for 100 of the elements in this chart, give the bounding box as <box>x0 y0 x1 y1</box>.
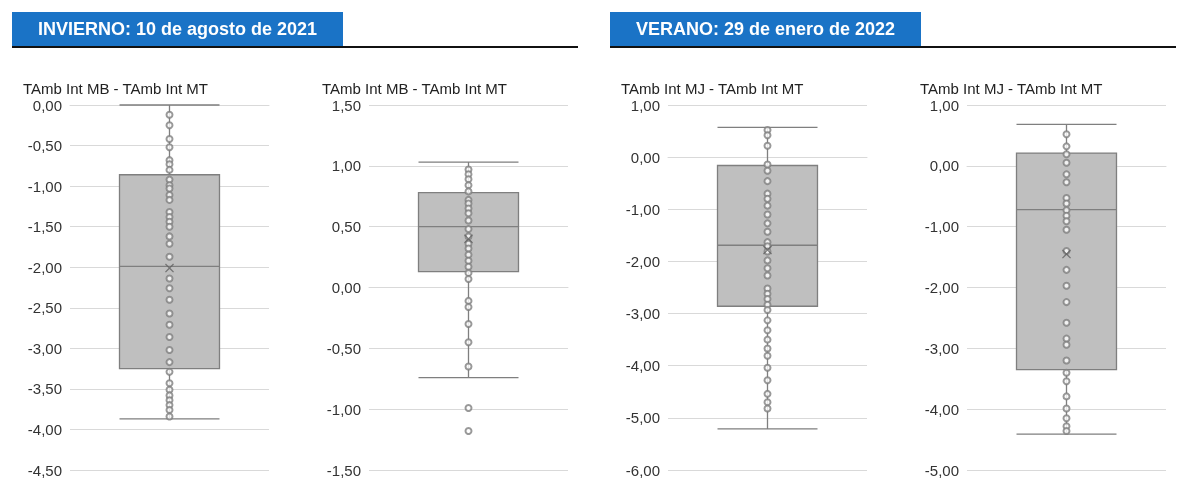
point <box>1062 150 1071 159</box>
point <box>1062 178 1071 187</box>
point <box>763 344 772 353</box>
point <box>165 195 174 204</box>
point <box>1062 368 1071 377</box>
point <box>763 404 772 413</box>
point <box>763 166 772 175</box>
point <box>1062 414 1071 423</box>
point <box>1062 281 1071 290</box>
point <box>763 141 772 150</box>
point <box>165 232 174 241</box>
point <box>165 379 174 388</box>
y-tick-label: -5,00 <box>625 409 660 427</box>
point <box>1062 356 1071 365</box>
chart-title: TAmb Int MJ - TAmb Int MT <box>920 80 1103 97</box>
y-tick-label: -3,00 <box>27 339 62 357</box>
point <box>165 222 174 231</box>
y-tick-label: -1,50 <box>27 218 62 236</box>
y-tick-label: -1,50 <box>326 461 361 479</box>
chart-title: TAmb Int MJ - TAmb Int MT <box>621 80 804 97</box>
text: VERANO: 29 de enero de 2022 <box>610 12 922 46</box>
point <box>165 412 174 421</box>
point <box>1062 377 1071 386</box>
point <box>165 121 174 130</box>
point <box>1062 158 1071 167</box>
point <box>464 225 473 234</box>
y-tick-label: 1,00 <box>331 157 361 175</box>
text: INVIERNO: 10 de agosto de 2021 <box>12 12 344 46</box>
point <box>763 264 772 273</box>
point <box>763 131 772 140</box>
point <box>1062 427 1071 436</box>
y-tick-label: -0,50 <box>27 137 62 155</box>
y-tick-label: 1,00 <box>630 96 660 114</box>
point <box>464 216 473 225</box>
point <box>763 219 772 228</box>
point <box>763 194 772 203</box>
y-tick-label: -4,00 <box>625 357 660 375</box>
point <box>763 351 772 360</box>
point <box>1062 340 1071 349</box>
point <box>763 210 772 219</box>
y-tick-label: -1,00 <box>326 400 361 418</box>
point <box>1062 318 1071 327</box>
y-tick-label: 1,50 <box>331 96 361 114</box>
point <box>1062 298 1071 307</box>
y-tick-label: 1,00 <box>929 96 959 114</box>
point <box>165 135 174 144</box>
point <box>1062 170 1071 179</box>
point <box>165 309 174 318</box>
point <box>1062 130 1071 139</box>
point <box>763 376 772 385</box>
point <box>763 177 772 186</box>
point <box>165 405 174 414</box>
point <box>1062 404 1071 413</box>
y-tick-label: -0,50 <box>326 339 361 357</box>
point <box>464 274 473 283</box>
y-tick-label: -3,00 <box>625 305 660 323</box>
point <box>165 320 174 329</box>
point <box>1062 217 1071 226</box>
point <box>464 338 473 347</box>
y-tick-label: -2,00 <box>27 258 62 276</box>
y-tick-label: 0,00 <box>929 157 959 175</box>
y-tick-label: -1,00 <box>27 177 62 195</box>
y-tick-label: -4,50 <box>27 461 62 479</box>
point <box>464 302 473 311</box>
y-tick-label: -4,00 <box>27 420 62 438</box>
point <box>165 110 174 119</box>
chart-title: TAmb Int MB - TAmb Int MT <box>322 80 508 97</box>
y-tick-label: 0,50 <box>331 218 361 236</box>
y-tick-label: 0,00 <box>630 148 660 166</box>
point <box>165 252 174 261</box>
point <box>165 165 174 174</box>
point <box>763 256 772 265</box>
y-tick-label: -2,00 <box>625 252 660 270</box>
point <box>763 271 772 280</box>
point <box>763 305 772 314</box>
y-tick-label: -1,00 <box>625 200 660 218</box>
point <box>165 332 174 341</box>
point <box>763 316 772 325</box>
y-tick-label: -3,00 <box>924 339 959 357</box>
point <box>763 227 772 236</box>
point <box>763 389 772 398</box>
point <box>1062 265 1071 274</box>
point <box>1062 142 1071 151</box>
point <box>464 209 473 218</box>
point <box>464 362 473 371</box>
point <box>165 239 174 248</box>
point <box>1062 225 1071 234</box>
point <box>165 295 174 304</box>
point <box>464 187 473 196</box>
y-tick-label: -3,50 <box>27 380 62 398</box>
point <box>165 143 174 152</box>
point <box>165 367 174 376</box>
chart-title: TAmb Int MB - TAmb Int MT <box>23 80 209 97</box>
point <box>1062 199 1071 208</box>
y-tick-label: 0,00 <box>32 96 62 114</box>
point <box>165 284 174 293</box>
point <box>763 326 772 335</box>
point <box>763 201 772 210</box>
y-tick-label: -5,00 <box>924 461 959 479</box>
point <box>763 335 772 344</box>
